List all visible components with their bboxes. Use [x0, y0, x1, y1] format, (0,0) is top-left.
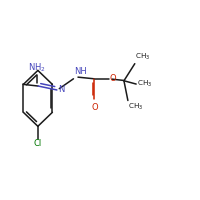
Text: CH$_3$: CH$_3$	[128, 102, 144, 112]
Text: NH$_2$: NH$_2$	[28, 61, 46, 74]
Text: O: O	[91, 103, 98, 112]
Text: CH$_3$: CH$_3$	[137, 79, 152, 89]
Text: O: O	[110, 74, 116, 83]
Text: Cl: Cl	[34, 139, 42, 148]
Text: NH: NH	[74, 67, 87, 76]
Text: N: N	[58, 85, 64, 94]
Text: CH$_3$: CH$_3$	[135, 52, 151, 62]
